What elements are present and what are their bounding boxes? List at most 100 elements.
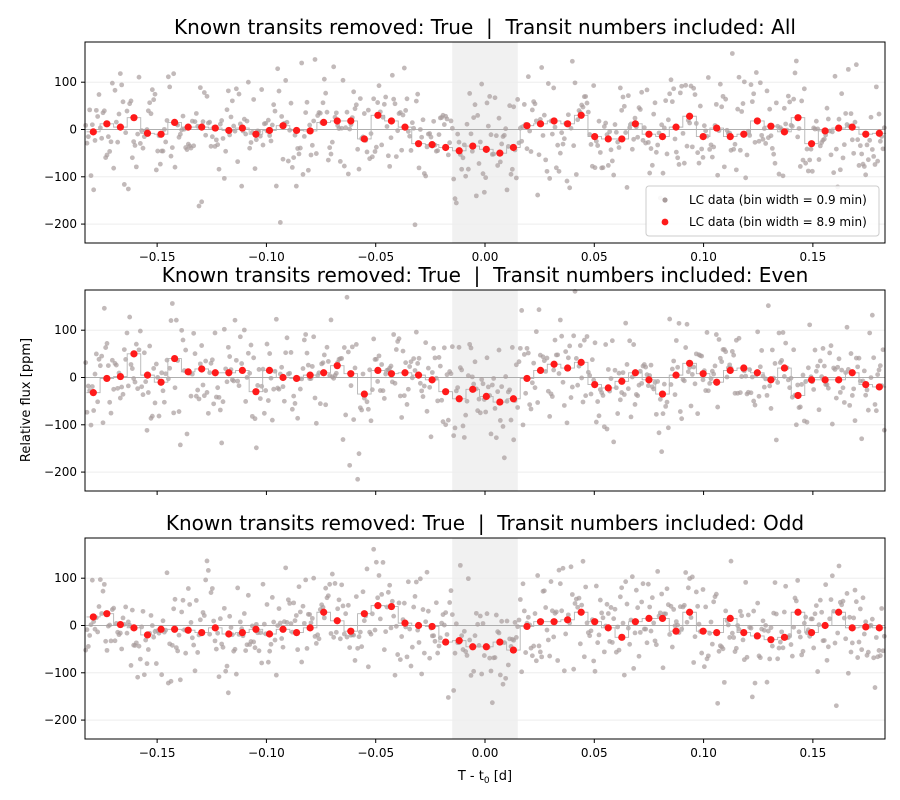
raw-point: [757, 364, 763, 370]
raw-point: [697, 103, 703, 109]
binned-point: [387, 117, 396, 125]
raw-point: [699, 353, 705, 359]
raw-point: [401, 65, 407, 71]
raw-point: [84, 627, 90, 633]
raw-point: [467, 91, 473, 96]
raw-point: [479, 671, 485, 677]
binned-point: [699, 370, 707, 378]
raw-point: [776, 171, 782, 177]
raw-point: [684, 619, 690, 625]
raw-point: [565, 612, 571, 618]
raw-point: [515, 624, 521, 630]
raw-point: [651, 620, 657, 626]
raw-point: [427, 384, 433, 390]
raw-point: [140, 608, 146, 614]
raw-point: [428, 434, 434, 440]
raw-point: [560, 141, 566, 147]
raw-point: [675, 155, 681, 161]
raw-point: [404, 654, 410, 660]
raw-point: [119, 646, 125, 652]
raw-point: [467, 637, 473, 643]
raw-point: [299, 659, 305, 665]
raw-point: [733, 645, 739, 651]
raw-point: [228, 625, 234, 630]
raw-point: [747, 132, 753, 138]
raw-point: [468, 131, 474, 137]
binned-point: [184, 626, 192, 634]
raw-point: [452, 650, 458, 656]
raw-point: [672, 392, 678, 398]
raw-point: [100, 420, 106, 426]
raw-point: [836, 116, 842, 122]
raw-point: [836, 563, 842, 569]
raw-point: [709, 641, 715, 647]
raw-point: [321, 76, 327, 82]
raw-point: [645, 581, 651, 587]
raw-point: [659, 122, 665, 128]
raw-point: [629, 146, 635, 152]
raw-point: [149, 413, 155, 419]
raw-point: [359, 407, 365, 413]
raw-point: [276, 386, 282, 392]
raw-point: [227, 354, 233, 359]
raw-point: [841, 142, 847, 148]
raw-point: [188, 393, 194, 399]
raw-point: [552, 337, 558, 343]
raw-point: [95, 399, 101, 405]
raw-point: [767, 656, 773, 662]
binned-point: [89, 128, 97, 136]
raw-point: [347, 462, 353, 468]
raw-point: [471, 381, 477, 387]
raw-point: [535, 573, 541, 578]
raw-point: [829, 573, 835, 579]
binned-point: [780, 364, 789, 372]
raw-point: [533, 329, 539, 335]
raw-point: [347, 126, 353, 132]
raw-point: [392, 380, 398, 386]
raw-point: [177, 677, 183, 683]
raw-point: [724, 374, 730, 380]
raw-point: [497, 418, 503, 423]
raw-point: [488, 668, 494, 674]
raw-point: [544, 168, 550, 174]
raw-point: [199, 199, 205, 205]
raw-point: [355, 146, 361, 152]
raw-point: [128, 663, 134, 668]
raw-point: [133, 640, 139, 646]
raw-point: [484, 100, 490, 106]
raw-point: [559, 608, 565, 614]
raw-point: [427, 655, 433, 661]
raw-point: [449, 125, 455, 131]
raw-point: [351, 89, 357, 95]
raw-point: [101, 305, 107, 311]
raw-point: [433, 600, 439, 606]
raw-point: [556, 567, 562, 573]
raw-point: [297, 386, 303, 392]
raw-point: [343, 125, 349, 131]
raw-point: [448, 588, 454, 594]
raw-point: [477, 410, 483, 416]
raw-point: [547, 176, 553, 181]
raw-point: [401, 600, 407, 606]
raw-point: [352, 106, 358, 112]
raw-point: [225, 344, 231, 350]
raw-point: [108, 139, 114, 145]
raw-point: [203, 577, 209, 583]
raw-point: [815, 126, 821, 132]
raw-point: [224, 663, 230, 669]
raw-point: [168, 678, 174, 684]
raw-point: [432, 638, 438, 644]
raw-point: [748, 625, 754, 631]
raw-point: [483, 175, 489, 181]
raw-point: [113, 119, 119, 125]
raw-point: [460, 423, 466, 429]
raw-point: [95, 114, 101, 119]
binned-point: [265, 126, 274, 135]
raw-point: [469, 374, 475, 380]
raw-point: [311, 334, 317, 340]
raw-point: [389, 72, 395, 78]
raw-point: [665, 425, 671, 431]
raw-point: [655, 142, 661, 148]
binned-point: [835, 124, 843, 132]
raw-point: [309, 364, 315, 369]
